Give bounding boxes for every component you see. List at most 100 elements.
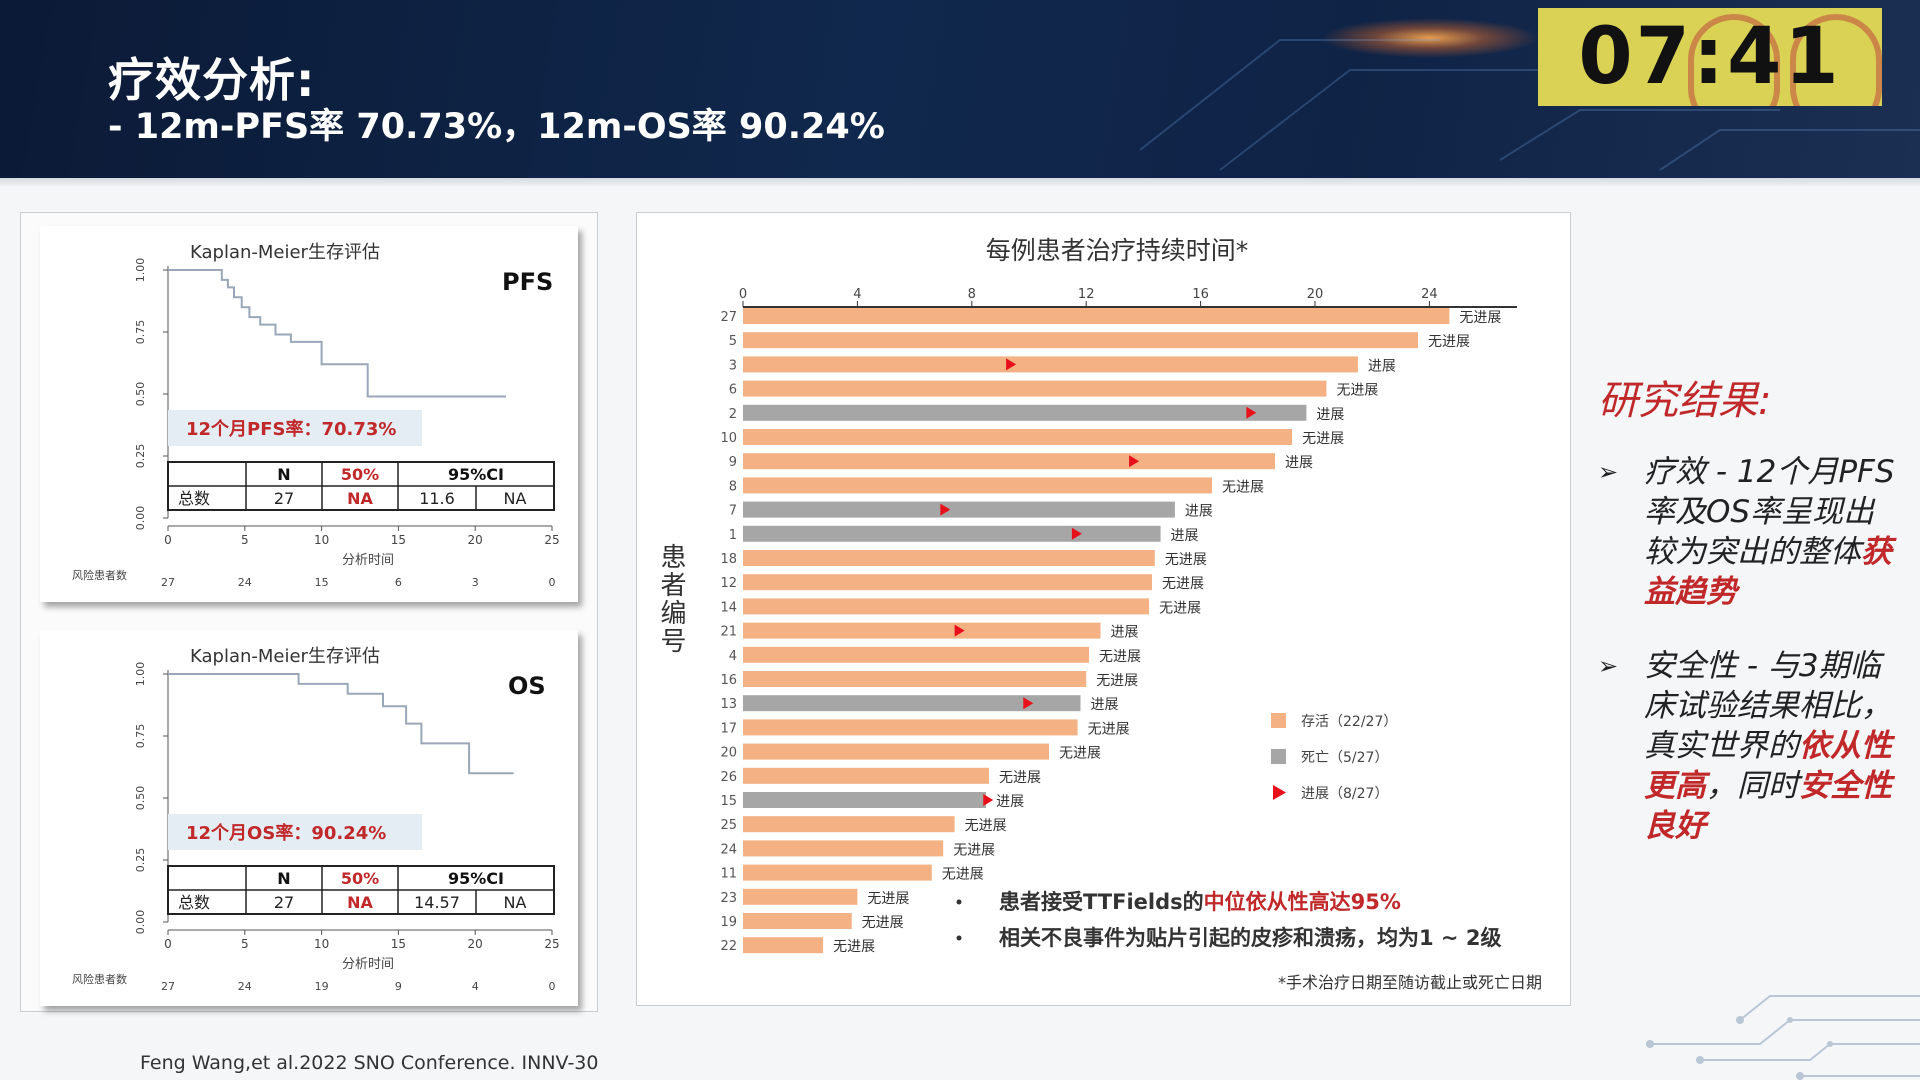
km-table-header: 50% xyxy=(341,465,379,484)
km-table-cell: 14.57 xyxy=(414,893,460,912)
duration-bar-label: 无进展 xyxy=(1222,479,1264,495)
km-x-tick-label: 10 xyxy=(314,533,329,547)
duration-footnote: *手术治疗日期至随访截止或死亡日期 xyxy=(1278,973,1542,992)
km-risk-value: 27 xyxy=(161,980,175,993)
km-risk-value: 27 xyxy=(161,576,175,589)
result-efficacy: ➢ 疗效 - 12个月PFS率及OS率呈现出较为突出的整体获益趋势 xyxy=(1598,452,1898,622)
duration-bar xyxy=(743,550,1155,566)
duration-bar xyxy=(743,864,932,881)
km-survival-curve xyxy=(168,673,514,775)
km-x-tick-label: 20 xyxy=(468,937,483,951)
km-y-tick-label: 0.25 xyxy=(134,848,147,873)
duration-patient-id: 5 xyxy=(729,334,737,349)
km-tag: PFS xyxy=(502,268,553,296)
duration-bar-label: 进展 xyxy=(996,794,1024,810)
km-table-header: 95%CI xyxy=(448,465,504,484)
header-glow xyxy=(1320,18,1540,58)
slide-title: 疗效分析: xyxy=(108,53,316,107)
duration-bar-label: 无进展 xyxy=(953,842,995,858)
km-risk-value: 0 xyxy=(549,576,556,589)
duration-patient-id: 22 xyxy=(720,939,737,954)
km-table-cell: 总数 xyxy=(178,893,210,912)
duration-patient-id: 7 xyxy=(729,504,737,519)
km-tag: OS xyxy=(508,672,546,700)
duration-patient-id: 16 xyxy=(720,673,737,688)
slide-subtitle: - 12m-PFS率 70.73%，12m-OS率 90.24% xyxy=(108,107,885,147)
duration-patient-id: 17 xyxy=(720,721,737,736)
note-text-prefix: 患者接受TTFields的 xyxy=(999,890,1204,914)
duration-bar xyxy=(743,646,1090,663)
km-title: Kaplan-Meier生存评估 xyxy=(190,646,380,667)
duration-bar-label: 进展 xyxy=(1111,625,1139,641)
duration-bar xyxy=(743,429,1293,445)
duration-patient-id: 12 xyxy=(720,576,737,591)
duration-patient-id: 26 xyxy=(720,770,737,785)
km-table-cell: 27 xyxy=(274,489,294,508)
duration-bar-label: 无进展 xyxy=(1302,431,1344,447)
km-risk-value: 24 xyxy=(238,980,252,993)
duration-bar xyxy=(743,719,1078,736)
progression-marker xyxy=(954,624,965,637)
km-x-axis-label: 分析时间 xyxy=(342,957,394,972)
circuit-decoration xyxy=(1646,995,1920,1080)
km-risk-value: 24 xyxy=(238,576,252,589)
duration-bar-label: 进展 xyxy=(1171,528,1199,544)
result-efficacy-text: 疗效 - 12个月PFS率及OS率呈现出较为突出的整体 xyxy=(1644,454,1895,570)
km-table-cell: 11.6 xyxy=(419,489,455,508)
km-pfs-chart: Kaplan-Meier生存评估 PFS 0.00 0.25 0.50 0.75 1.00 1… xyxy=(40,226,578,602)
duration-bar xyxy=(743,671,1087,687)
km-table-cell: NA xyxy=(347,893,373,912)
km-rate-label: 12个月PFS率：70.73% xyxy=(186,418,396,440)
duration-title: 每例患者治疗持续时间* xyxy=(986,236,1249,265)
progression-marker xyxy=(1246,406,1257,419)
duration-bar-label: 无进展 xyxy=(1059,746,1101,762)
duration-bar-label: 无进展 xyxy=(1159,600,1201,616)
km-risk-value: 0 xyxy=(549,980,556,993)
duration-patient-id: 14 xyxy=(720,600,737,615)
km-risk-value: 19 xyxy=(315,980,329,993)
legend-swatch xyxy=(1271,713,1286,728)
progression-marker xyxy=(940,503,951,516)
km-x-tick-label: 0 xyxy=(164,937,172,951)
note-bullet xyxy=(956,935,962,941)
km-x-tick-label: 25 xyxy=(544,533,559,547)
result-efficacy-highlight: 获益趋势 xyxy=(1644,534,1892,610)
duration-bar-label: 进展 xyxy=(1090,697,1118,713)
duration-bar-label: 无进展 xyxy=(1099,649,1141,665)
duration-x-tick-label: 0 xyxy=(739,287,747,302)
duration-patient-id: 20 xyxy=(720,746,737,761)
duration-bar-label: 无进展 xyxy=(965,818,1007,834)
km-x-tick-label: 15 xyxy=(391,937,406,951)
seal-badge xyxy=(1790,14,1882,106)
km-y-tick-label: 1.00 xyxy=(134,258,147,283)
duration-bar xyxy=(743,574,1152,591)
duration-bar xyxy=(743,695,1081,712)
km-x-tick-label: 5 xyxy=(241,937,249,951)
duration-bar-label: 无进展 xyxy=(1162,576,1204,592)
duration-bar-label: 无进展 xyxy=(833,939,875,955)
legend-label: 存活（22/27） xyxy=(1301,714,1397,730)
km-y-tick-label: 0.50 xyxy=(134,382,147,407)
note-bullet xyxy=(956,899,962,905)
km-rate-label: 12个月OS率：90.24% xyxy=(186,822,386,844)
duration-bar-label: 进展 xyxy=(1368,358,1396,374)
result-safety-highlight-2: 安全性良好 xyxy=(1644,768,1892,844)
duration-patient-id: 10 xyxy=(720,431,737,446)
km-risk-label: 风险患者数 xyxy=(72,568,127,582)
legend-label: 进展（8/27） xyxy=(1301,786,1388,802)
duration-patient-id: 21 xyxy=(720,625,737,640)
timer-overlay: 07:41 xyxy=(1538,8,1882,106)
progression-marker xyxy=(1129,455,1140,468)
duration-patient-id: 24 xyxy=(720,842,737,857)
duration-patient-id: 8 xyxy=(729,479,737,494)
km-table-header: 50% xyxy=(341,869,379,888)
duration-patient-id: 23 xyxy=(720,891,737,906)
note-text-highlight: 中位依从性高达95% xyxy=(1204,890,1401,914)
duration-bar-label: 无进展 xyxy=(862,915,904,931)
duration-bar xyxy=(743,356,1358,373)
km-x-tick-label: 25 xyxy=(544,937,559,951)
km-os-svg: Kaplan-Meier生存评估 OS 0.00 0.25 0.50 0.75 1.00 12… xyxy=(72,646,560,993)
